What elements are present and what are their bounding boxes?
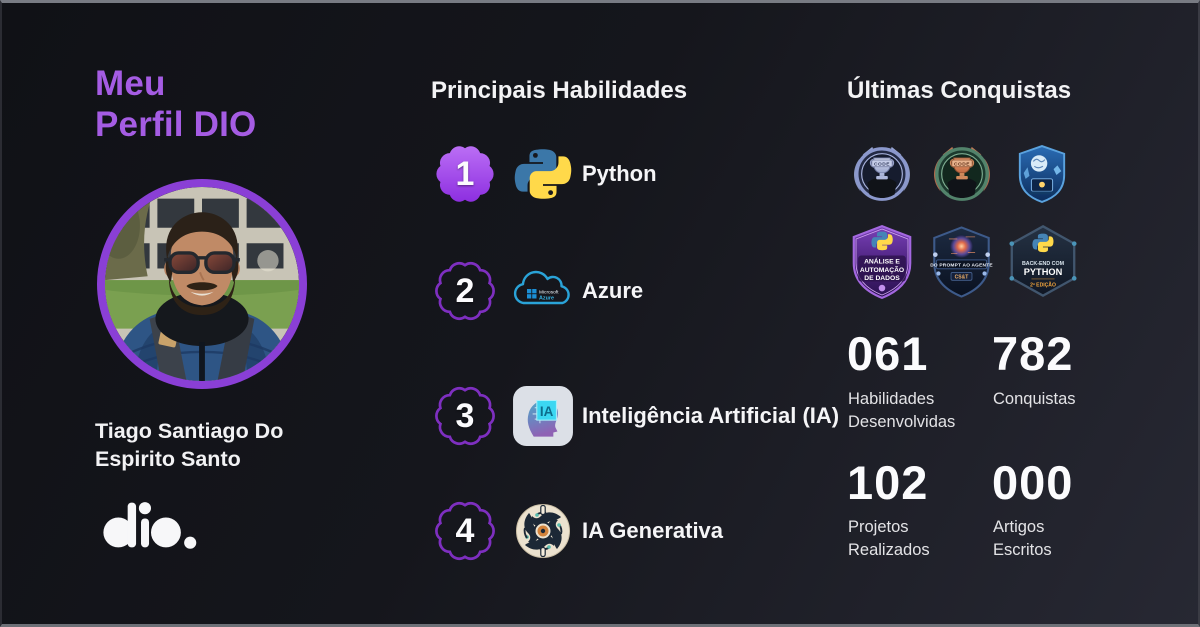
badge-text: 2ª EDIÇÃO — [1030, 281, 1056, 288]
stat-artigos-value: 000 — [992, 456, 1074, 509]
skill-item-ai: 3 IA Inteligência Artificial (IA) — [432, 383, 839, 449]
ai-brain-shield-badge — [1015, 143, 1069, 205]
python-icon — [508, 141, 578, 207]
skills-heading: Principais Habilidades — [431, 77, 688, 104]
code-trophy-silver-badge: CODE — [851, 143, 913, 205]
title-line-1: Meu — [95, 64, 166, 103]
rank-number: 1 — [455, 154, 475, 193]
skill-label: Python — [582, 161, 657, 186]
avatar-photo — [105, 187, 299, 381]
rank-badge-4: 4 — [432, 498, 498, 564]
azure-text-microsoft: Microsoft — [539, 289, 559, 295]
skill-label: IA Generativa — [582, 518, 724, 543]
ai-head-icon: IA — [508, 383, 578, 449]
badge-text: BACK-END COM — [1022, 261, 1065, 267]
skill-item-python: 1 Python — [432, 141, 657, 207]
stat-projetos-label: Projetos Realizados — [848, 518, 930, 560]
do-prompt-ao-agente-badge: DO PROMPT AO AGENTE CS&T — [928, 224, 995, 300]
rank-number: 4 — [455, 511, 475, 550]
badge-text: CODE — [874, 161, 890, 167]
backend-python-badge: BACK-END COM PYTHON 2ª EDIÇÃO — [1006, 224, 1080, 298]
ai-tile-text: IA — [540, 404, 554, 419]
badge-text: AUTOMAÇÃO — [860, 265, 904, 274]
rank-number: 3 — [455, 396, 475, 435]
azure-text-azure: Azure — [539, 295, 554, 301]
badge-text: CODE — [954, 161, 970, 167]
user-name: Tiago Santiago Do Espirito Santo — [95, 419, 284, 471]
stat-conquistas-value: 782 — [992, 327, 1074, 380]
code-trophy-copper-badge: CODE — [931, 143, 993, 205]
analise-automacao-dados-badge: ANÁLISE E AUTOMAÇÃO DE DADOS — [847, 224, 917, 300]
achievements-heading: Últimas Conquistas — [847, 77, 1072, 104]
skill-item-gen-ai: 4 IA Generativa — [432, 498, 723, 564]
generative-ai-icon — [508, 498, 578, 564]
avatar — [97, 179, 307, 389]
rank-badge-3: 3 — [432, 383, 498, 449]
skill-label: Azure — [582, 278, 644, 303]
dio-logo — [103, 502, 197, 549]
page-title: Meu Perfil DIO — [95, 63, 335, 146]
stat-projetos-value: 102 — [847, 456, 929, 509]
stat-habilidades-label: Habilidades Desenvolvidas — [848, 390, 956, 432]
stat-conquistas-label: Conquistas — [993, 390, 1076, 408]
rank-badge-1: 1 — [432, 141, 498, 207]
azure-icon: Microsoft Azure — [508, 258, 578, 324]
rank-badge-2: 2 — [432, 258, 498, 324]
stat-habilidades-value: 061 — [847, 327, 929, 380]
badge-text: PYTHON — [1024, 267, 1063, 277]
rank-number: 2 — [455, 271, 475, 310]
skill-label: Inteligência Artificial (IA) — [582, 403, 840, 428]
badge-text: DE DADOS — [864, 275, 900, 282]
stat-artigos-label: Artigos Escritos — [993, 518, 1052, 560]
badge-text: ANÁLISE E — [864, 257, 900, 266]
badge-text: CS&T — [955, 274, 970, 280]
skill-item-azure: 2 Microsoft Azure Azure — [432, 258, 643, 324]
badge-text: DO PROMPT AO AGENTE — [930, 263, 993, 269]
title-line-2: Perfil DIO — [95, 105, 257, 145]
